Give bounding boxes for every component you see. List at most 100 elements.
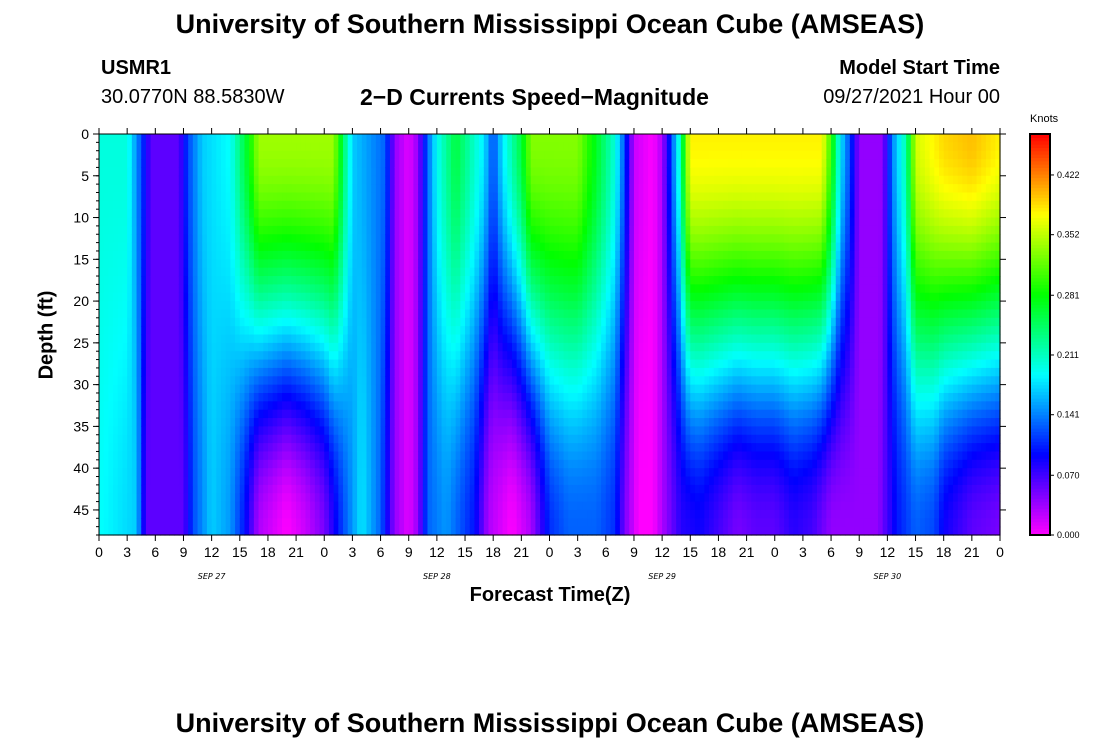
heatmap-cell: [441, 192, 447, 202]
heatmap-cell: [540, 142, 546, 152]
heatmap-cell: [272, 326, 278, 336]
heatmap-cell: [544, 276, 551, 285]
heatmap-cell: [103, 167, 109, 177]
heatmap-cell: [305, 192, 311, 202]
heatmap-cell: [324, 384, 330, 394]
heatmap-cell: [286, 484, 292, 494]
heatmap-cell: [164, 317, 170, 327]
heatmap-cell: [127, 142, 133, 152]
heatmap-cell: [497, 434, 504, 444]
heatmap-cell: [343, 342, 349, 352]
heatmap-cell: [263, 250, 269, 260]
heatmap-cell: [361, 359, 368, 369]
heatmap-cell: [277, 392, 283, 402]
heatmap-cell: [300, 401, 307, 411]
heatmap-cell: [540, 359, 546, 369]
heatmap-cell: [253, 250, 260, 260]
heatmap-cell: [178, 225, 185, 235]
heatmap-cell: [418, 175, 424, 185]
heatmap-cell: [361, 484, 368, 494]
heatmap-cell: [450, 200, 457, 210]
heatmap-cell: [371, 468, 377, 478]
heatmap-cell: [239, 134, 246, 143]
heatmap-cell: [155, 384, 161, 394]
heatmap-cell: [394, 192, 400, 202]
heatmap-cell: [188, 142, 194, 152]
heatmap-cell: [347, 526, 353, 536]
heatmap-cell: [211, 476, 217, 486]
heatmap-cell: [136, 192, 142, 202]
heatmap-cell: [399, 267, 405, 277]
heatmap-cell: [540, 509, 546, 519]
heatmap-cell: [572, 484, 579, 494]
heatmap-cell: [343, 209, 349, 219]
heatmap-cell: [357, 509, 363, 519]
heatmap-cell: [131, 159, 138, 169]
heatmap-cell: [371, 284, 377, 294]
heatmap-cell: [418, 134, 424, 143]
heatmap-cell: [263, 267, 269, 277]
heatmap-cell: [408, 376, 415, 386]
heatmap-cell: [319, 301, 325, 311]
heatmap-cell: [455, 309, 461, 319]
heatmap-cell: [347, 250, 353, 260]
heatmap-cell: [497, 159, 504, 169]
heatmap-cell: [319, 359, 325, 369]
heatmap-cell: [526, 451, 532, 461]
heatmap-cell: [155, 509, 161, 519]
heatmap-cell: [511, 250, 518, 260]
heatmap-cell: [277, 284, 283, 294]
heatmap-cell: [244, 317, 250, 327]
heatmap-cell: [155, 259, 161, 269]
heatmap-cell: [99, 159, 105, 169]
heatmap-cell: [178, 409, 185, 419]
heatmap-cell: [263, 150, 269, 160]
heatmap-cell: [99, 526, 105, 536]
heatmap-cell: [244, 326, 250, 336]
heatmap-cell: [174, 526, 180, 536]
heatmap-cell: [432, 242, 438, 252]
heatmap-cell: [399, 451, 405, 461]
heatmap-cell: [253, 434, 260, 444]
heatmap-cell: [371, 142, 377, 152]
heatmap-cell: [188, 159, 194, 169]
heatmap-cell: [127, 443, 133, 453]
heatmap-cell: [310, 142, 316, 152]
heatmap-cell: [160, 367, 166, 377]
heatmap-cell: [300, 317, 307, 327]
heatmap-cell: [314, 284, 321, 294]
heatmap-cell: [122, 192, 128, 202]
heatmap-cell: [188, 342, 194, 352]
heatmap-cell: [507, 409, 513, 419]
heatmap-cell: [460, 209, 466, 219]
heatmap-cell: [127, 493, 133, 503]
heatmap-cell: [385, 459, 391, 469]
heatmap-cell: [235, 175, 241, 185]
heatmap-cell: [479, 309, 485, 319]
heatmap-cell: [361, 142, 368, 152]
heatmap-cell: [474, 234, 480, 244]
heatmap-cell: [483, 326, 490, 336]
heatmap-cell: [385, 409, 391, 419]
heatmap-cell: [319, 351, 325, 361]
heatmap-cell: [174, 401, 180, 411]
heatmap-cell: [450, 225, 457, 235]
heatmap-cell: [291, 134, 297, 143]
heatmap-cell: [404, 134, 410, 143]
heatmap-cell: [99, 501, 105, 511]
heatmap-cell: [474, 493, 480, 503]
heatmap-cell: [572, 359, 579, 369]
heatmap-cell: [427, 334, 433, 344]
heatmap-cell: [225, 468, 231, 478]
heatmap-cell: [502, 518, 508, 528]
heatmap-cell: [352, 334, 358, 344]
heatmap-cell: [230, 175, 236, 185]
heatmap-cell: [300, 217, 307, 227]
heatmap-cell: [347, 234, 353, 244]
heatmap-cell: [540, 159, 546, 169]
heatmap-cell: [113, 509, 119, 519]
heatmap-cell: [131, 493, 138, 503]
heatmap-cell: [394, 376, 400, 386]
heatmap-cell: [413, 134, 419, 143]
heatmap-cell: [361, 401, 368, 411]
